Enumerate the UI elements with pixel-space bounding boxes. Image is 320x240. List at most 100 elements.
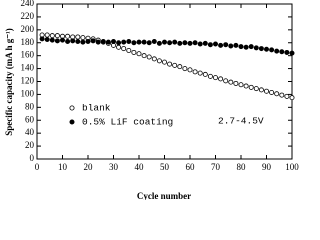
marker	[263, 46, 269, 52]
x-tick-label: 50	[160, 162, 170, 172]
marker	[207, 42, 213, 48]
marker	[95, 39, 101, 45]
marker	[212, 75, 218, 81]
marker	[141, 53, 147, 59]
marker	[228, 79, 234, 85]
marker	[126, 48, 132, 54]
plot-frame	[36, 3, 293, 160]
marker	[187, 67, 193, 73]
marker	[136, 39, 142, 45]
marker	[44, 32, 50, 38]
marker	[258, 87, 264, 93]
marker	[111, 38, 117, 44]
marker	[197, 70, 203, 76]
legend-marker	[69, 105, 75, 111]
x-tick-label: 70	[211, 162, 221, 172]
marker	[289, 95, 295, 101]
marker	[136, 51, 142, 57]
marker	[182, 40, 188, 46]
y-axis-title: Specific capacity (mA h g⁻¹)	[4, 28, 14, 135]
legend-label: 0.5% LiF coating	[82, 117, 173, 128]
marker	[80, 39, 86, 45]
marker	[218, 42, 224, 48]
y-tick-label: 180	[21, 37, 35, 47]
marker	[105, 39, 111, 45]
marker	[131, 49, 137, 55]
marker	[269, 89, 275, 95]
x-tick-label: 90	[262, 162, 272, 172]
marker	[258, 46, 264, 52]
marker	[279, 49, 285, 55]
marker	[197, 41, 203, 47]
marker	[248, 84, 254, 90]
marker	[274, 91, 280, 97]
marker	[80, 35, 86, 41]
x-tick-label: 10	[58, 162, 68, 172]
marker	[121, 39, 127, 45]
marker	[54, 38, 60, 44]
marker	[116, 40, 122, 46]
marker	[131, 40, 137, 46]
marker	[284, 93, 290, 99]
marker	[284, 49, 290, 55]
marker	[192, 40, 198, 46]
marker	[161, 59, 167, 65]
marker	[126, 38, 132, 44]
y-tick-label: 60	[25, 114, 35, 124]
marker	[223, 78, 229, 84]
x-tick-label: 0	[35, 162, 40, 172]
marker	[202, 71, 208, 77]
marker	[269, 47, 275, 53]
marker	[167, 40, 173, 46]
marker	[167, 61, 173, 67]
marker	[161, 39, 167, 45]
y-tick-label: 160	[21, 50, 35, 60]
marker	[116, 44, 122, 50]
marker	[49, 37, 55, 43]
x-tick-label: 30	[109, 162, 119, 172]
marker	[192, 69, 198, 75]
x-tick-label: 20	[84, 162, 94, 172]
y-tick-label: 140	[21, 63, 35, 73]
y-tick-label: 120	[21, 76, 35, 86]
marker	[223, 42, 229, 48]
x-tick-label: 100	[285, 162, 299, 172]
marker	[243, 83, 249, 89]
y-tick-label: 240	[21, 0, 35, 8]
marker	[212, 41, 218, 47]
legend-marker	[69, 119, 75, 125]
marker	[243, 44, 249, 50]
marker	[177, 40, 183, 46]
marker	[238, 82, 244, 88]
y-tick-label: 40	[25, 127, 35, 137]
marker	[207, 73, 213, 79]
y-tick-label: 220	[21, 11, 35, 21]
marker	[156, 58, 162, 64]
marker	[238, 44, 244, 50]
marker	[60, 37, 66, 43]
marker	[177, 64, 183, 70]
y-tick-label: 20	[25, 140, 35, 150]
y-tick-label: 200	[21, 24, 35, 34]
marker	[70, 38, 76, 44]
marker	[218, 76, 224, 82]
marker	[100, 38, 106, 44]
marker	[151, 38, 157, 44]
y-tick-label: 0	[30, 153, 35, 163]
marker	[263, 88, 269, 94]
marker	[202, 40, 208, 46]
marker	[172, 39, 178, 45]
marker	[141, 39, 147, 45]
marker	[65, 33, 71, 39]
marker	[75, 38, 81, 44]
y-tick-label: 80	[25, 101, 35, 111]
marker	[85, 38, 91, 44]
marker	[121, 46, 127, 52]
marker	[233, 42, 239, 48]
x-tick-label: 60	[186, 162, 196, 172]
marker	[90, 38, 96, 44]
x-tick-label: 40	[135, 162, 145, 172]
marker	[253, 45, 259, 51]
marker	[151, 56, 157, 62]
marker	[172, 62, 178, 68]
